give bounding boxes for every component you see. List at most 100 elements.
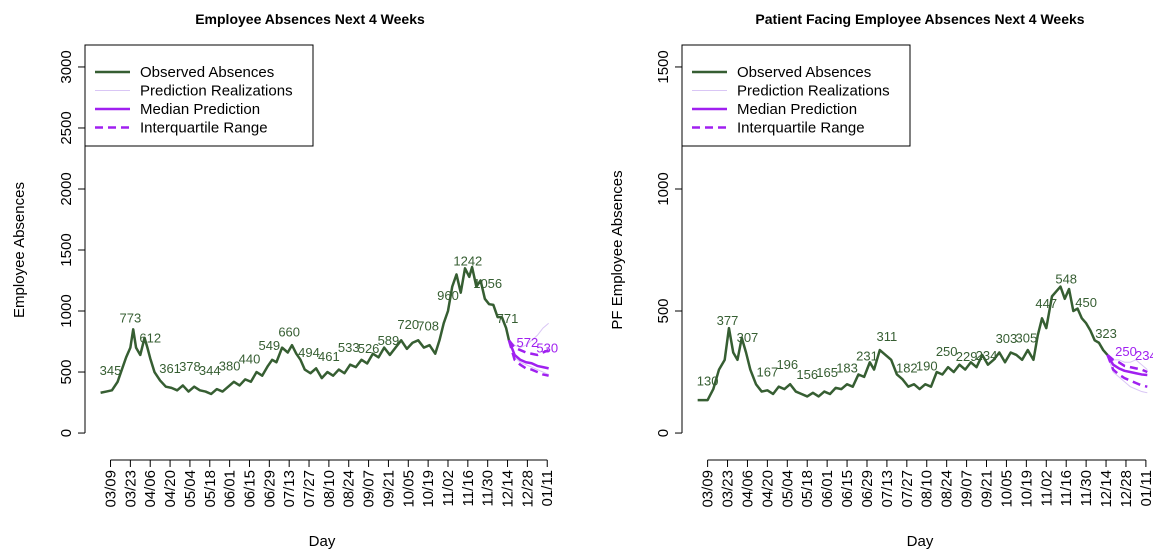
x-tick-label: 03/09	[700, 470, 717, 508]
data-label: 548	[1055, 271, 1077, 286]
realization-line	[508, 322, 549, 349]
data-label: 229	[956, 349, 978, 364]
x-tick-label: 11/02	[440, 470, 457, 506]
x-tick-label: 06/29	[859, 470, 876, 508]
series-line	[507, 339, 549, 370]
data-label: 130	[697, 373, 719, 388]
data-label: 461	[318, 349, 340, 364]
x-tick-label: 08/10	[919, 470, 936, 508]
data-label: 1056	[473, 276, 502, 291]
y-tick-label: 3000	[58, 50, 75, 83]
x-tick-label: 04/20	[759, 470, 776, 508]
data-label: 344	[199, 363, 221, 378]
series-line	[1106, 354, 1148, 377]
data-label: 572	[517, 335, 539, 350]
data-label: 250	[936, 344, 958, 359]
x-tick-label: 06/15	[839, 470, 856, 508]
x-tick-label: 07/27	[301, 470, 318, 508]
y-tick-label: 500	[58, 360, 75, 385]
x-tick-label: 05/18	[799, 470, 816, 508]
x-tick-label: 04/20	[162, 470, 179, 508]
y-tick-label: 1000	[655, 172, 672, 205]
x-tick-label: 01/11	[539, 470, 556, 506]
x-tick-label: 06/29	[261, 470, 278, 508]
x-tick-label: 12/14	[500, 470, 517, 508]
legend-label: Interquartile Range	[737, 120, 865, 137]
data-label: 533	[338, 340, 360, 355]
y-tick-label: 1500	[58, 233, 75, 266]
series-line	[100, 265, 511, 396]
data-label: 165	[816, 365, 838, 380]
data-label: 1242	[453, 253, 482, 268]
x-tick-label: 11/16	[1058, 470, 1075, 506]
data-label: 250	[1115, 344, 1137, 359]
x-tick-label: 11/30	[480, 470, 497, 506]
y-axis-title: PF Employee Absences	[609, 170, 626, 329]
data-label: 361	[159, 361, 181, 376]
legend-label: Median Prediction	[737, 101, 857, 118]
x-tick-label: 11/02	[1038, 470, 1055, 506]
x-axis-title: Day	[907, 533, 934, 550]
data-label: 307	[737, 330, 759, 345]
data-label: 773	[120, 311, 142, 326]
x-tick-label: 10/19	[420, 470, 437, 508]
data-label: 234	[976, 348, 998, 363]
x-tick-label: 01/11	[1138, 470, 1153, 506]
y-tick-label: 2000	[58, 172, 75, 205]
x-tick-label: 03/23	[122, 470, 139, 508]
x-tick-label: 08/24	[341, 470, 358, 508]
data-label: 323	[1095, 326, 1117, 341]
data-label: 234	[1135, 348, 1153, 363]
x-tick-label: 09/07	[959, 470, 976, 508]
data-label: 183	[836, 360, 858, 375]
legend-label: Interquartile Range	[140, 120, 268, 137]
data-label: 447	[1035, 296, 1057, 311]
series-line	[697, 285, 1109, 402]
x-tick-label: 09/07	[361, 470, 378, 508]
x-tick-label: 05/04	[779, 470, 796, 508]
data-label: 708	[417, 319, 439, 334]
data-label: 167	[757, 364, 779, 379]
legend-box	[681, 44, 911, 147]
y-tick-label: 0	[655, 429, 672, 437]
x-tick-label: 09/21	[979, 470, 996, 508]
data-label: 156	[796, 367, 818, 382]
data-label: 771	[497, 311, 519, 326]
y-tick-label: 1500	[655, 50, 672, 83]
data-label: 526	[358, 341, 380, 356]
y-tick-label: 0	[58, 429, 75, 437]
x-axis-title: Day	[309, 533, 336, 550]
realization-line	[1107, 354, 1148, 370]
data-label: 960	[437, 288, 459, 303]
data-label: 612	[139, 330, 161, 345]
data-label: 549	[258, 338, 280, 353]
x-tick-label: 12/14	[1098, 470, 1115, 508]
y-tick-label: 1000	[58, 294, 75, 327]
legend-label: Prediction Realizations	[140, 83, 293, 100]
data-label: 311	[877, 329, 898, 344]
data-label: 440	[239, 351, 261, 366]
legend-label: Observed Absences	[737, 64, 871, 81]
data-label: 377	[717, 313, 739, 328]
data-label: 494	[298, 345, 320, 360]
x-tick-label: 07/27	[899, 470, 916, 508]
data-label: 303	[996, 331, 1018, 346]
data-label: 345	[100, 363, 122, 378]
data-label: 450	[1075, 295, 1097, 310]
x-tick-label: 05/04	[182, 470, 199, 508]
x-tick-label: 11/16	[460, 470, 477, 506]
realization-line	[1106, 354, 1148, 394]
x-tick-label: 04/06	[739, 470, 756, 508]
legend-box	[84, 44, 314, 147]
data-label: 530	[536, 340, 558, 355]
y-axis-title: Employee Absences	[11, 182, 28, 318]
iqr-line	[1106, 354, 1148, 388]
x-tick-label: 07/13	[281, 470, 298, 508]
x-tick-label: 10/05	[998, 470, 1015, 508]
data-label: 378	[179, 359, 201, 374]
x-tick-label: 10/05	[400, 470, 417, 508]
chart-title: Patient Facing Employee Absences Next 4 …	[755, 11, 1084, 27]
x-tick-label: 07/13	[879, 470, 896, 508]
legend-label: Median Prediction	[140, 101, 260, 118]
